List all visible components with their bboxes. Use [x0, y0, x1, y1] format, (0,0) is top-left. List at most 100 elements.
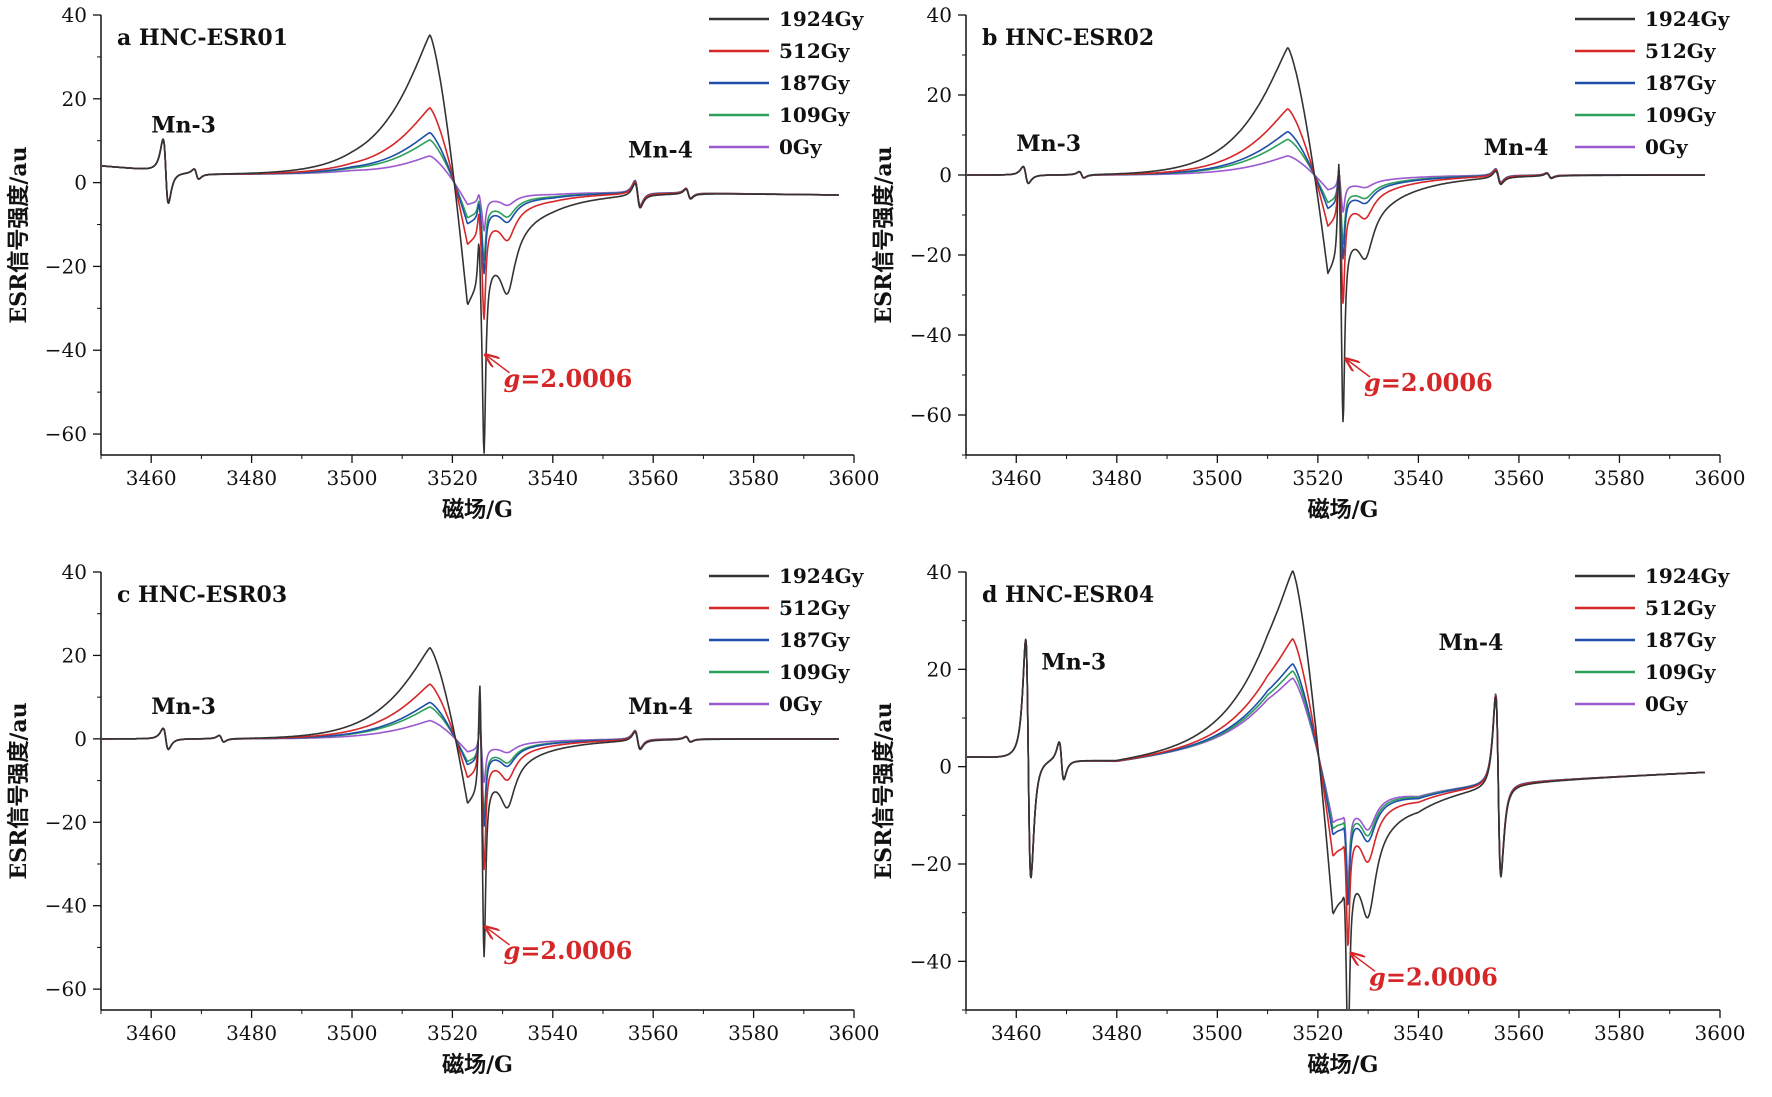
- x-tick-label: 3560: [628, 466, 679, 490]
- x-tick-label: 3520: [1292, 1021, 1343, 1045]
- x-tick-label: 3500: [327, 466, 378, 490]
- legend-label: 109Gy: [779, 660, 851, 684]
- y-tick-label: 40: [62, 560, 87, 584]
- x-tick-label: 3540: [1393, 466, 1444, 490]
- x-tick-label: 3560: [1493, 1021, 1544, 1045]
- x-tick-label: 3600: [829, 466, 880, 490]
- y-tick-label: −20: [45, 810, 87, 834]
- peak-label: Mn-3: [151, 694, 216, 720]
- x-tick-label: 3580: [1594, 466, 1645, 490]
- series-line-1924Gy: [967, 570, 1706, 1009]
- panel-title: c HNC-ESR03: [117, 582, 287, 608]
- chart-panel-3: 3460 3480 3500 3520 3540 3560 3580 3600 40 20 0 −20…: [6, 560, 879, 1078]
- x-tick-label: 3540: [527, 1021, 578, 1045]
- x-axis-title: 磁场/G: [1308, 497, 1379, 523]
- legend-label: 0Gy: [1645, 135, 1689, 159]
- g-factor-arrow: [486, 927, 510, 946]
- legend-label: 109Gy: [1645, 103, 1717, 127]
- legend-label: 0Gy: [779, 135, 823, 159]
- x-tick-label: 3480: [1091, 1021, 1142, 1045]
- series-line-0Gy: [967, 155, 1706, 213]
- peak-label: Mn-4: [628, 137, 693, 163]
- legend-label: 512Gy: [779, 596, 851, 620]
- x-tick-label: 3460: [991, 1021, 1042, 1045]
- x-tick-label: 3600: [1695, 1021, 1746, 1045]
- series-line-1924Gy: [102, 647, 840, 958]
- y-tick-label: 0: [939, 163, 952, 187]
- x-tick-label: 3540: [527, 466, 578, 490]
- peak-label: Mn-4: [628, 694, 693, 720]
- x-tick-label: 3500: [1192, 1021, 1243, 1045]
- panel-title: d HNC-ESR04: [982, 582, 1154, 608]
- g-factor-arrow: [1346, 359, 1371, 378]
- y-tick-label: 40: [927, 560, 952, 584]
- legend-label: 187Gy: [1645, 628, 1717, 652]
- y-tick-label: −40: [45, 338, 87, 362]
- peak-label: Mn-4: [1484, 135, 1549, 161]
- y-tick-label: −40: [910, 323, 952, 347]
- y-tick-label: 40: [62, 3, 87, 27]
- plot-area: [102, 34, 840, 454]
- g-factor-arrow: [486, 355, 510, 374]
- y-tick-label: −40: [45, 894, 87, 918]
- y-axis-title: ESR信号强度/au: [6, 146, 32, 323]
- y-axis-title: ESR信号强度/au: [871, 702, 897, 879]
- y-tick-label: 40: [927, 3, 952, 27]
- y-tick-label: −60: [910, 403, 952, 427]
- chart-panel-1: 3460 3480 3500 3520 3540 3560 3580 3600 40 20 0 −20…: [6, 3, 879, 523]
- legend-label: 512Gy: [779, 39, 851, 63]
- series-line-512Gy: [102, 107, 840, 320]
- series-line-512Gy: [967, 638, 1706, 946]
- x-tick-label: 3560: [1493, 466, 1544, 490]
- x-tick-label: 3580: [1594, 1021, 1645, 1045]
- legend-label: 512Gy: [1645, 596, 1717, 620]
- y-axis-title: ESR信号强度/au: [6, 702, 32, 879]
- legend-label: 187Gy: [779, 71, 851, 95]
- g-factor-label: g=2.0006: [504, 936, 633, 965]
- chart-panel-4: 3460 3480 3500 3520 3540 3560 3580 3600 40 20 0 −20…: [871, 560, 1745, 1078]
- y-tick-label: 0: [939, 755, 952, 779]
- plot-area: [967, 47, 1706, 423]
- x-tick-label: 3580: [728, 1021, 779, 1045]
- y-tick-label: −60: [45, 422, 87, 446]
- legend-label: 0Gy: [1645, 692, 1689, 716]
- y-axis-title: ESR信号强度/au: [871, 146, 897, 323]
- x-tick-label: 3480: [226, 466, 277, 490]
- x-axis-title: 磁场/G: [1308, 1052, 1379, 1078]
- peak-label: Mn-4: [1439, 630, 1504, 656]
- x-tick-label: 3500: [327, 1021, 378, 1045]
- series-line-1924Gy: [967, 47, 1706, 423]
- x-tick-label: 3460: [991, 466, 1042, 490]
- x-tick-label: 3520: [427, 466, 478, 490]
- x-tick-label: 3480: [1091, 466, 1142, 490]
- series-line-1924Gy: [102, 34, 840, 454]
- g-factor-label: g=2.0006: [504, 364, 633, 393]
- g-factor-arrow: [1351, 953, 1376, 972]
- y-tick-label: 20: [62, 643, 87, 667]
- peak-label: Mn-3: [1016, 131, 1081, 157]
- legend-label: 1924Gy: [779, 7, 865, 31]
- x-tick-label: 3580: [728, 466, 779, 490]
- x-axis-title: 磁场/G: [442, 497, 513, 523]
- legend-label: 187Gy: [1645, 71, 1717, 95]
- x-tick-label: 3520: [427, 1021, 478, 1045]
- plot-area: [967, 570, 1706, 1009]
- x-tick-label: 3520: [1292, 466, 1343, 490]
- series-line-0Gy: [102, 719, 840, 784]
- legend-label: 1924Gy: [1645, 564, 1731, 588]
- x-tick-label: 3540: [1393, 1021, 1444, 1045]
- x-tick-label: 3500: [1192, 466, 1243, 490]
- series-line-187Gy: [967, 638, 1706, 906]
- x-tick-label: 3460: [126, 1021, 177, 1045]
- y-tick-label: −60: [45, 977, 87, 1001]
- legend-label: 109Gy: [1645, 660, 1717, 684]
- y-tick-label: −20: [910, 852, 952, 876]
- y-tick-label: 20: [62, 87, 87, 111]
- y-tick-label: 0: [74, 727, 87, 751]
- x-tick-label: 3480: [226, 1021, 277, 1045]
- y-tick-label: 20: [927, 657, 952, 681]
- peak-label: Mn-3: [1041, 649, 1106, 675]
- y-tick-label: 0: [74, 171, 87, 195]
- g-factor-label: g=2.0006: [1364, 368, 1493, 397]
